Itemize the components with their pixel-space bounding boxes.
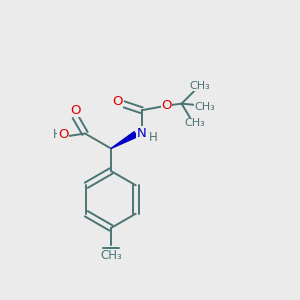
Text: CH₃: CH₃ — [195, 102, 215, 112]
Polygon shape — [111, 132, 137, 148]
Text: O: O — [58, 128, 68, 142]
Text: CH₃: CH₃ — [100, 249, 122, 262]
Text: CH₃: CH₃ — [189, 81, 210, 91]
Text: O: O — [161, 99, 172, 112]
Text: H: H — [149, 131, 158, 144]
Text: O: O — [112, 95, 122, 108]
Text: N: N — [137, 127, 147, 140]
Text: H: H — [53, 128, 62, 142]
Text: O: O — [70, 103, 80, 116]
Text: CH₃: CH₃ — [185, 118, 206, 128]
